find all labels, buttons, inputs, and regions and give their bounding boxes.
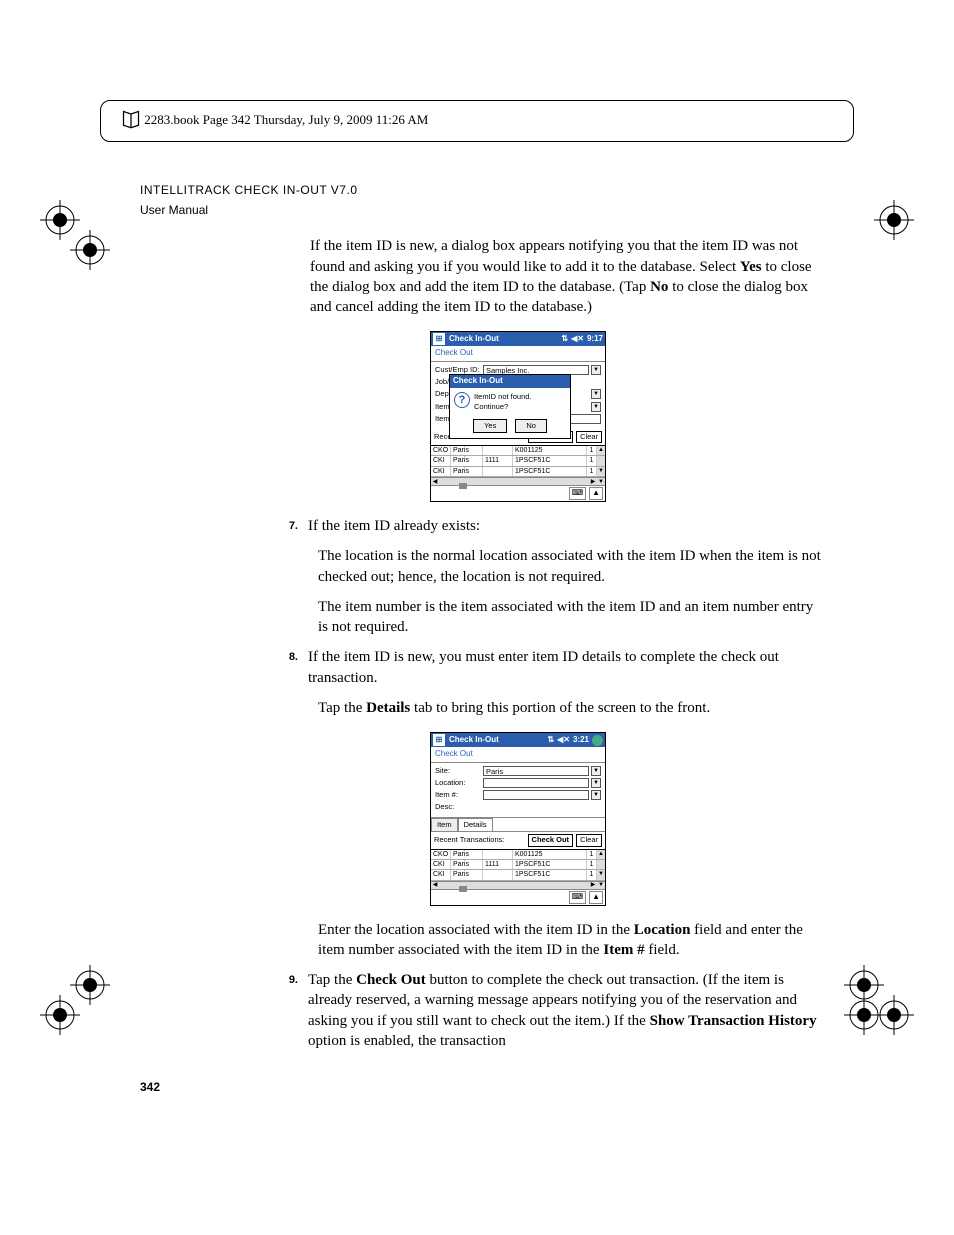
item9-text: Tap the Check Out button to complete the… [308,970,824,1051]
location-field[interactable] [483,778,589,788]
windows-icon: ⊞ [433,734,445,746]
no-button[interactable]: No [515,419,547,433]
dropdown-icon[interactable]: ▼ [591,766,601,776]
list-number-8: 8. [280,647,308,688]
site-label: Site: [435,766,481,776]
up-icon[interactable]: ▲ [589,891,603,904]
ok-icon[interactable] [592,735,603,746]
keyboard-icon[interactable]: ⌨ [569,487,587,500]
table-row: CKIParis11111PSCF51C1 [431,860,605,870]
pda-footer: ⌨▲ [431,889,605,905]
registration-mark [70,965,110,1005]
yes-button[interactable]: Yes [473,419,507,433]
page-number: 342 [140,1079,824,1095]
page-content: INTELLITRACK CHECK IN-OUT V7.0 User Manu… [140,182,824,1095]
checkout-button[interactable]: Check Out [528,834,574,846]
after-pda2-paragraph: Enter the location associated with the i… [318,920,824,961]
table-row: CKIParis1PSCF51C1▼ [431,870,605,880]
table-row: CKIParis1PSCF51C1▼ [431,467,605,477]
dropdown-icon[interactable]: ▼ [591,778,601,788]
tab-item[interactable]: Item [431,818,458,831]
itemnum-field[interactable] [483,790,589,800]
book-icon [121,109,141,133]
pda-subtab: Check Out [431,346,605,362]
pda-status-icons: ⇅◀✕9:17 [561,334,603,345]
item8-text: If the item ID is new, you must enter it… [308,647,824,688]
pda-screenshot-2: ⊞ Check In-Out ⇅◀✕3:21 Check Out Site: P… [430,732,824,906]
pda-title: Check In-Out [449,334,561,345]
dropdown-icon[interactable]: ▼ [591,790,601,800]
keyboard-icon[interactable]: ⌨ [569,891,587,904]
h-scrollbar[interactable]: ◀▶▼ [431,881,605,889]
table-row: CKOParisK0011251▲ [431,850,605,860]
location-label: Location: [435,778,481,788]
recent-trans-label: Recent Transactions: [434,835,525,845]
pda-screenshot-1: ⊞ Check In-Out ⇅◀✕9:17 Check Out Cust/Em… [430,331,824,502]
transactions-table: CKOParisK0011251▲CKIParis11111PSCF51C1CK… [431,445,605,477]
pda-subtab: Check Out [431,747,605,763]
pda-status-icons: ⇅◀✕3:21 [547,735,603,746]
item8-p1: Tap the Details tab to bring this portio… [318,698,824,718]
clear-button[interactable]: Clear [576,431,602,443]
pda-title: Check In-Out [449,735,547,746]
table-row: CKOParisK0011251▲ [431,446,605,456]
doc-title: INTELLITRACK CHECK IN-OUT V7.0 [140,182,824,198]
confirm-dialog: Check In-Out ? ItemID not found. Continu… [449,374,571,439]
list-number-9: 9. [280,970,308,1051]
pda-tabs: Item Details [431,817,605,832]
frame-header-text: 2283.book Page 342 Thursday, July 9, 200… [144,112,428,127]
itemnum-label: Item #: [435,790,481,800]
item7-p2: The item number is the item associated w… [318,597,824,638]
framemaker-header: 2283.book Page 342 Thursday, July 9, 200… [100,100,854,142]
clear-button[interactable]: Clear [576,834,602,846]
table-row: CKIParis11111PSCF51C1 [431,456,605,466]
item7-text: If the item ID already exists: [308,516,824,536]
doc-subtitle: User Manual [140,202,824,218]
dropdown-icon[interactable]: ▼ [591,389,601,399]
windows-icon: ⊞ [433,333,445,345]
dialog-title: Check In-Out [450,375,570,388]
registration-mark [844,965,884,1005]
desc-label: Desc: [435,802,481,812]
registration-mark [70,230,110,270]
tab-details[interactable]: Details [458,818,493,831]
registration-mark [874,200,914,240]
pda-titlebar: ⊞ Check In-Out ⇅◀✕9:17 [431,332,605,346]
dropdown-icon[interactable]: ▼ [591,365,601,375]
dropdown-icon[interactable]: ▼ [591,402,601,412]
pda-titlebar: ⊞ Check In-Out ⇅◀✕3:21 [431,733,605,747]
list-number-7: 7. [280,516,308,536]
item7-p1: The location is the normal location asso… [318,546,824,587]
dialog-message: ItemID not found. Continue? [474,392,532,412]
intro-paragraph: If the item ID is new, a dialog box appe… [310,236,824,317]
question-icon: ? [454,392,470,408]
h-scrollbar[interactable]: ◀▶▼ [431,477,605,485]
pda-footer: ⌨▲ [431,485,605,501]
up-icon[interactable]: ▲ [589,487,603,500]
site-field[interactable]: Paris [483,766,589,776]
transactions-table: CKOParisK0011251▲CKIParis11111PSCF51C1CK… [431,849,605,881]
